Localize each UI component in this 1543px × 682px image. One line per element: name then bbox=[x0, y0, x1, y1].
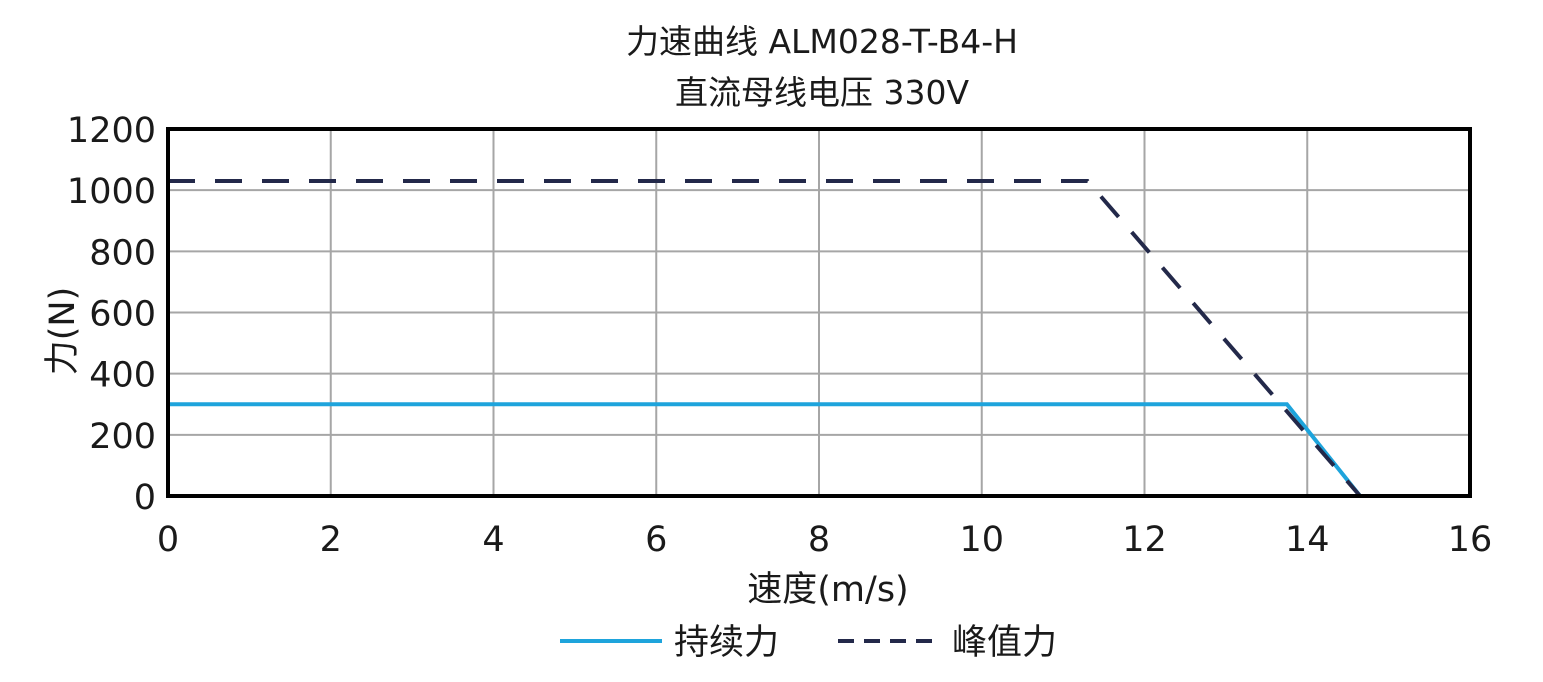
y-tick-label: 1200 bbox=[67, 111, 156, 151]
chart-title: 力速曲线 ALM028-T-B4-H bbox=[626, 22, 1018, 61]
x-tick-label: 6 bbox=[645, 520, 667, 560]
chart-subtitle: 直流母线电压 330V bbox=[675, 73, 969, 112]
x-tick-label: 16 bbox=[1448, 520, 1493, 560]
x-tick-label: 10 bbox=[959, 520, 1004, 560]
x-tick-label: 0 bbox=[157, 520, 179, 560]
x-tick-label: 2 bbox=[320, 520, 342, 560]
series-line-continuous bbox=[168, 402, 1362, 498]
x-axis-label: 速度(m/s) bbox=[747, 570, 908, 610]
x-tick-label: 14 bbox=[1285, 520, 1330, 560]
y-tick-label: 800 bbox=[89, 233, 156, 273]
y-tick-label: 0 bbox=[134, 478, 156, 518]
x-tick-label: 4 bbox=[482, 520, 504, 560]
x-tick-label: 12 bbox=[1122, 520, 1167, 560]
y-tick-label: 1000 bbox=[67, 172, 156, 212]
y-tick-labels: 0 200 400 600 800 1000 1200 bbox=[67, 111, 156, 518]
y-tick-label: 600 bbox=[89, 295, 156, 335]
y-tick-label: 400 bbox=[89, 356, 156, 396]
x-tick-labels: 0 2 4 6 8 10 12 14 16 bbox=[157, 520, 1492, 560]
y-axis-label: 力(N) bbox=[43, 287, 83, 376]
grid-lines bbox=[168, 129, 1470, 496]
legend: 持续力 峰值力 bbox=[560, 623, 1057, 663]
plot-frame bbox=[166, 127, 1472, 498]
data-series bbox=[168, 179, 1362, 498]
legend-label: 峰值力 bbox=[952, 623, 1057, 663]
y-tick-label: 200 bbox=[89, 417, 156, 457]
x-tick-label: 8 bbox=[808, 520, 830, 560]
series-line-peak bbox=[168, 179, 1362, 498]
legend-label: 持续力 bbox=[674, 623, 779, 663]
